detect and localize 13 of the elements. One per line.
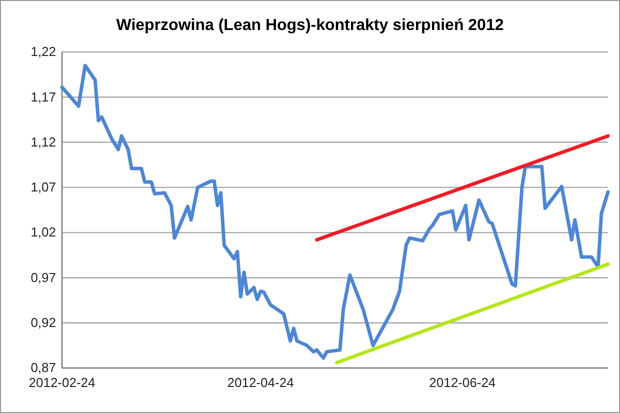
x-tick-label: 2012-04-24 (227, 375, 294, 390)
y-tick-label: 1,07 (30, 180, 56, 195)
y-tick-label: 0,87 (30, 360, 56, 376)
y-tick-label: 1,12 (30, 134, 56, 150)
chart-title: Wieprzowina (Lean Hogs)-kontrakty sierpnień 2012 (116, 17, 504, 34)
y-tick-label: 1,17 (30, 89, 56, 104)
line-series (60, 64, 610, 360)
y-tick-label: 1,02 (30, 224, 56, 240)
x-tick-label: 2012-06-24 (429, 375, 496, 390)
y-tick-label: 0,97 (30, 270, 56, 285)
x-tick-label: 2012-02-24 (28, 375, 96, 390)
y-tick-label: 1,22 (30, 44, 56, 60)
y-tick-label: 0,92 (30, 315, 56, 330)
